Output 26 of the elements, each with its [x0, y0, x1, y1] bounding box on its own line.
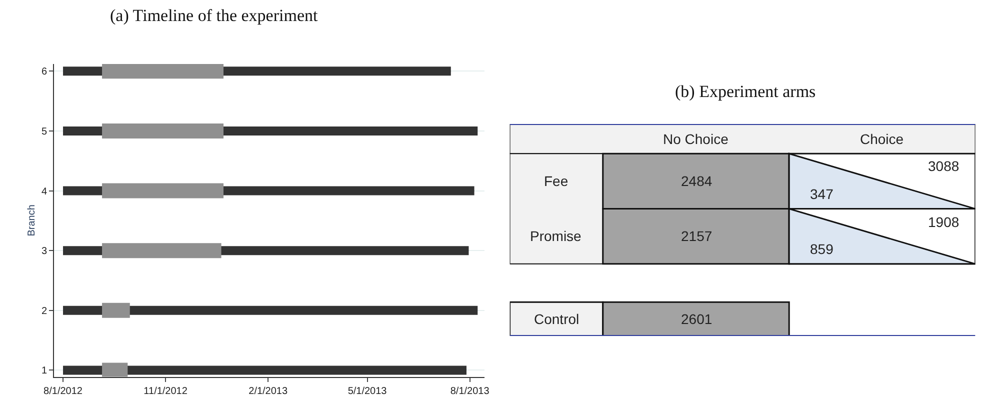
text: 347 — [810, 186, 834, 202]
y-tick-label: 3 — [42, 246, 48, 258]
y-tick-label: 2 — [42, 306, 48, 317]
x-tick-label: 11/1/2012 — [144, 386, 188, 397]
text: 1908 — [928, 214, 960, 230]
text: (b) Experiment arms — [675, 82, 816, 101]
text: 859 — [810, 241, 834, 257]
text: 2484 — [681, 173, 712, 189]
text: Control — [534, 311, 580, 327]
y-tick-label: 1 — [42, 366, 48, 377]
x-tick-label: 8/1/2012 — [44, 386, 83, 397]
y-tick-label: 5 — [42, 126, 48, 138]
y-tick-label: 4 — [42, 186, 48, 198]
x-tick-label: 8/1/2013 — [450, 386, 490, 397]
x-tick-label: 5/1/2013 — [348, 386, 388, 397]
text: 2157 — [681, 228, 712, 244]
x-tick-label: 2/1/2013 — [248, 386, 288, 397]
text: Promise — [530, 228, 582, 244]
text: 3088 — [928, 158, 960, 174]
y-axis-title: Branch — [26, 204, 38, 236]
text: 2601 — [681, 311, 712, 327]
y-tick-label: 6 — [42, 66, 48, 78]
text: No Choice — [663, 131, 729, 147]
text: Choice — [860, 131, 904, 147]
chart-title: (a) Timeline of the experiment — [110, 6, 318, 25]
text: Fee — [544, 173, 568, 189]
